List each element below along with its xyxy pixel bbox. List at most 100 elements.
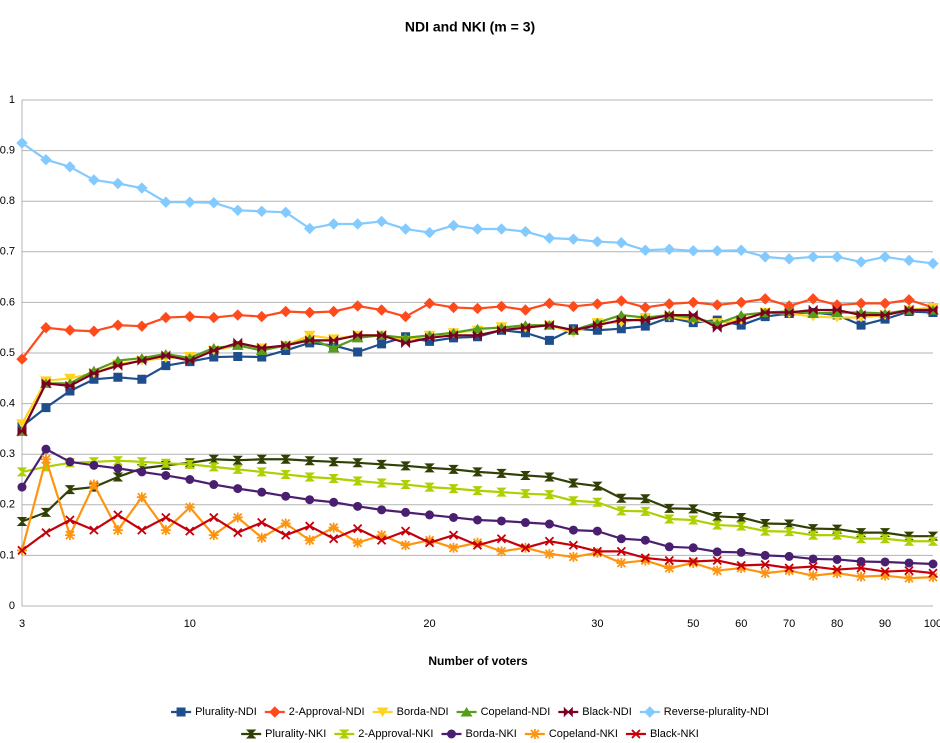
marker <box>209 345 219 356</box>
marker <box>377 330 387 341</box>
marker <box>41 527 51 538</box>
marker <box>185 355 195 366</box>
x-tick-label: 10 <box>184 618 196 630</box>
marker <box>376 459 387 469</box>
marker <box>269 706 281 718</box>
marker <box>544 472 555 482</box>
legend-label: 2-Approval-NKI <box>358 728 433 740</box>
marker <box>880 566 890 577</box>
marker <box>160 458 172 468</box>
marker <box>136 320 148 332</box>
marker <box>688 504 699 514</box>
marker <box>233 484 243 494</box>
marker <box>184 459 196 469</box>
marker <box>519 304 532 316</box>
marker <box>376 707 389 717</box>
marker <box>352 476 363 486</box>
marker <box>280 518 291 529</box>
marker <box>567 300 580 313</box>
marker <box>472 540 483 550</box>
marker <box>352 537 363 548</box>
marker <box>209 480 219 490</box>
marker <box>329 335 339 346</box>
marker <box>832 568 843 579</box>
legend-label: Plurality-NDI <box>195 706 257 718</box>
legend-label: Borda-NKI <box>465 728 516 740</box>
y-tick-label: 0.8 <box>0 195 15 207</box>
marker <box>401 337 411 349</box>
marker <box>664 563 675 574</box>
y-tick-label: 1 <box>9 94 15 106</box>
marker <box>184 196 196 208</box>
marker <box>161 470 171 480</box>
x-tick-label: 30 <box>591 618 603 630</box>
marker <box>640 535 650 545</box>
marker <box>208 530 219 541</box>
marker <box>856 571 867 582</box>
marker <box>160 525 171 536</box>
marker <box>928 568 938 578</box>
marker <box>400 480 411 490</box>
legend-item: Black-NKI <box>625 728 699 740</box>
marker <box>759 293 771 305</box>
marker <box>377 339 387 349</box>
marker <box>928 304 938 316</box>
marker <box>520 543 531 553</box>
marker <box>496 516 506 526</box>
marker <box>544 548 555 559</box>
marker <box>807 530 819 540</box>
marker <box>16 137 28 149</box>
marker <box>664 309 674 321</box>
y-tick-label: 0.3 <box>0 448 15 460</box>
marker <box>41 403 51 413</box>
marker <box>448 530 459 540</box>
marker <box>784 563 794 573</box>
marker <box>544 519 554 529</box>
marker <box>376 530 387 541</box>
marker <box>232 512 243 523</box>
marker <box>496 534 507 544</box>
x-tick-label: 90 <box>879 618 891 630</box>
series-line <box>21 142 934 265</box>
marker <box>544 319 554 331</box>
marker <box>89 368 99 379</box>
marker <box>256 454 267 464</box>
marker <box>113 463 123 473</box>
marker <box>339 729 350 739</box>
marker <box>113 360 123 371</box>
marker <box>880 570 891 581</box>
marker <box>209 512 219 523</box>
marker <box>520 489 531 499</box>
marker <box>41 378 51 389</box>
marker <box>496 325 506 336</box>
marker <box>904 558 914 568</box>
marker <box>784 565 795 576</box>
marker <box>688 309 698 321</box>
marker <box>616 534 626 544</box>
marker <box>400 540 411 551</box>
marker <box>664 555 674 566</box>
marker <box>568 496 579 506</box>
marker <box>568 325 578 336</box>
marker <box>351 300 364 312</box>
marker <box>808 304 818 316</box>
marker <box>808 561 818 572</box>
marker <box>352 458 363 468</box>
marker <box>280 305 292 318</box>
marker <box>520 322 530 333</box>
marker <box>448 542 459 553</box>
marker <box>544 335 554 345</box>
legend-item: 2-Approval-NKI <box>334 728 433 740</box>
marker <box>449 330 459 341</box>
x-tick-label: 3 <box>19 618 25 630</box>
marker <box>448 464 459 474</box>
marker <box>808 570 819 581</box>
marker <box>615 295 628 307</box>
marker <box>280 206 292 219</box>
marker <box>256 310 268 323</box>
legend-label: Black-NKI <box>650 728 699 740</box>
legend-item: Plurality-NKI <box>241 728 326 740</box>
marker <box>460 707 473 717</box>
marker <box>640 555 651 566</box>
